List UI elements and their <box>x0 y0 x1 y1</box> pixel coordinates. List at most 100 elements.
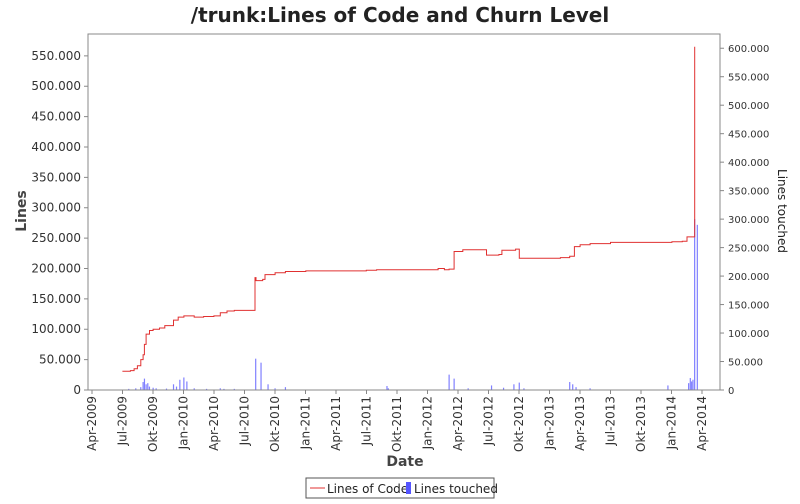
right-tick-label: 100.000 <box>728 329 769 340</box>
churn-bar <box>387 388 389 390</box>
x-axis: Apr-2009 Jul-2009 Okt-2009 Jan-2010 Apr-2010… <box>85 389 720 452</box>
churn-bar <box>255 358 257 390</box>
x-tick-label: Okt-2011 <box>390 396 404 452</box>
churn-bar <box>502 387 505 390</box>
right-tick-label: 450.000 <box>728 130 769 141</box>
churn-bar <box>696 224 698 390</box>
churn-bar <box>155 388 157 390</box>
left-tick-label: 250.000 <box>31 231 81 245</box>
x-tick-label: Jan-2012 <box>421 396 435 450</box>
churn-bar <box>147 383 149 390</box>
x-tick-label: Apr-2014 <box>695 396 709 451</box>
x-tick-label: Jan-2013 <box>543 396 557 450</box>
legend-churn-label: Lines touched <box>414 482 498 496</box>
churn-bar <box>513 384 515 390</box>
x-tick-label: Apr-2011 <box>329 396 343 451</box>
churn-bar <box>193 388 195 390</box>
right-axis: 0 50.000 100.000 150.000 200.000 250.000 300.0… <box>719 34 769 397</box>
x-tick-label: Jul-2009 <box>116 396 130 446</box>
plot-frame <box>87 33 721 391</box>
churn-bar <box>467 388 469 390</box>
churn-bar <box>284 387 287 390</box>
x-tick-label: Okt-2012 <box>512 396 526 452</box>
left-tick-label: 350.000 <box>31 170 81 184</box>
churn-bar <box>386 386 388 390</box>
x-tick-label: Apr-2009 <box>85 396 99 451</box>
x-tick-label: Apr-2010 <box>207 396 221 451</box>
churn-bar <box>183 377 185 390</box>
left-tick-label: 550.000 <box>31 49 81 63</box>
churn-bar <box>689 378 691 390</box>
right-tick-label: 350.000 <box>728 187 769 198</box>
left-tick-label: 450.000 <box>31 110 81 124</box>
churn-bar <box>186 381 188 390</box>
x-axis-label: Date <box>386 454 423 470</box>
churn-bar <box>135 388 137 390</box>
churn-bar <box>165 388 168 390</box>
churn-bar <box>145 384 147 390</box>
churn-bar <box>523 388 525 390</box>
churn-bar <box>692 379 694 390</box>
churn-bar <box>223 388 225 390</box>
y-axis-label-right: Lines touched <box>775 169 789 253</box>
x-tick-label: Jan-2010 <box>177 396 191 450</box>
right-tick-label: 300.000 <box>728 215 769 226</box>
churn-bar <box>175 386 178 390</box>
legend-loc-label: Lines of Code <box>327 482 408 496</box>
x-tick-label: Apr-2012 <box>451 396 465 451</box>
left-tick-label: 200.000 <box>31 261 81 275</box>
right-tick-label: 400.000 <box>728 158 769 169</box>
churn-bar <box>453 378 455 390</box>
churn-bar <box>448 374 450 390</box>
right-tick-label: 500.000 <box>728 101 769 112</box>
left-tick-label: 0 <box>73 383 81 397</box>
x-tick-label: Jul-2011 <box>360 396 374 446</box>
churn-bar <box>143 378 146 390</box>
left-tick-label: 100.000 <box>31 322 81 336</box>
chart-title: /trunk:Lines of Code and Churn Level <box>191 3 609 27</box>
churn-bar <box>688 383 690 390</box>
right-tick-label: 150.000 <box>728 301 769 312</box>
churn-bar <box>569 382 571 390</box>
churn-bar <box>128 388 130 390</box>
loc-line-layer <box>122 46 696 372</box>
right-tick-label: 250.000 <box>728 244 769 255</box>
churn-bar <box>518 382 520 390</box>
left-tick-label: 150.000 <box>31 292 81 306</box>
churn-bar <box>260 362 262 390</box>
loc-line <box>122 46 696 372</box>
churn-bar <box>274 388 276 390</box>
x-tick-label: Apr-2013 <box>573 396 587 451</box>
left-tick-label: 50.000 <box>39 353 81 367</box>
x-tick-label: Okt-2013 <box>634 396 648 452</box>
right-tick-label: 0 <box>728 386 734 397</box>
churn-bar <box>219 388 221 390</box>
churn-bar <box>490 385 493 390</box>
churn-bar <box>667 385 669 390</box>
x-tick-label: Okt-2009 <box>146 396 160 452</box>
churn-bar <box>142 382 144 390</box>
churn-bar <box>572 384 574 390</box>
legend-churn-swatch <box>406 482 411 494</box>
right-tick-label: 50.000 <box>728 358 763 369</box>
churn-bar <box>267 384 269 390</box>
left-tick-label: 400.000 <box>31 140 81 154</box>
plot-area <box>87 33 721 391</box>
right-tick-label: 200.000 <box>728 272 769 283</box>
x-tick-label: Jul-2013 <box>604 396 618 446</box>
right-tick-label: 600.000 <box>728 44 769 55</box>
churn-bar <box>179 379 181 390</box>
churn-bar <box>589 388 591 390</box>
right-tick-label: 550.000 <box>728 73 769 84</box>
churn-bars <box>128 219 698 390</box>
legend-box <box>305 477 495 499</box>
churn-bar <box>152 387 154 390</box>
churn-bar <box>140 387 142 390</box>
churn-bar <box>148 386 151 390</box>
x-tick-label: Jul-2012 <box>482 396 496 446</box>
left-tick-label: 500.000 <box>31 79 81 93</box>
x-tick-label: Jan-2011 <box>299 396 313 450</box>
churn-bar <box>694 219 696 390</box>
